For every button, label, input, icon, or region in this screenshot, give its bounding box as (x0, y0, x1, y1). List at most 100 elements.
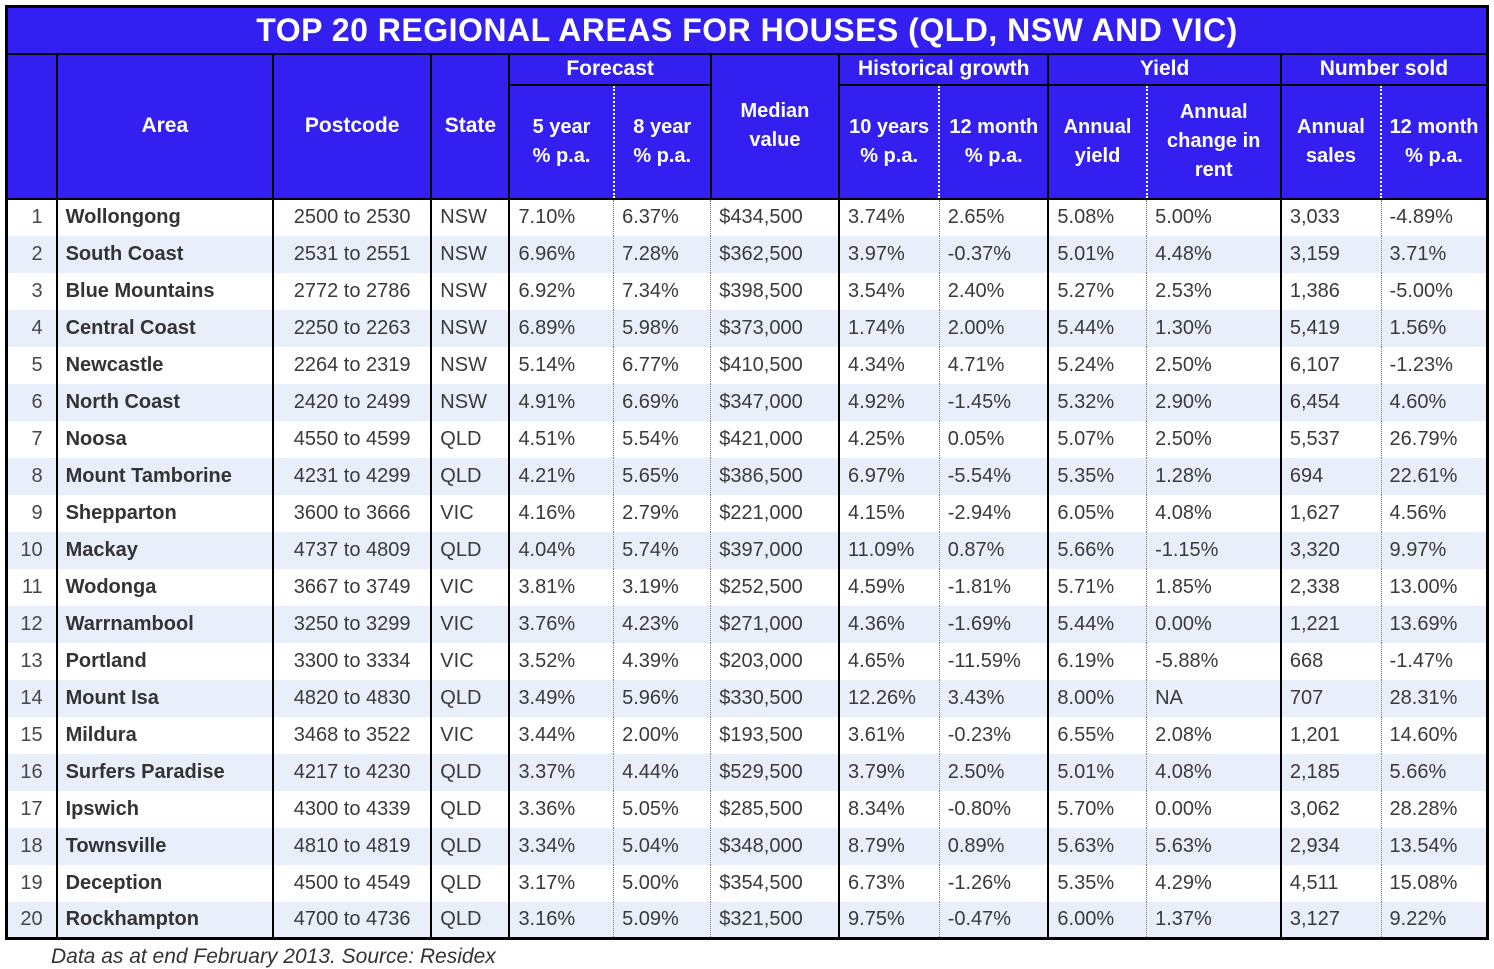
cell-rent: -5.88% (1146, 642, 1281, 680)
cell-yield: 6.00% (1047, 901, 1147, 939)
cell-f8: 4.23% (613, 605, 711, 643)
cell-area: Ipswich (55, 790, 273, 828)
cell-rank: 14 (20, 686, 43, 709)
footnote: Data as at end February 2013. Source: Re… (51, 945, 496, 968)
table-row: 9 Shepparton 3600 to 3666 VIC 4.16% 2.79% $221… (6, 494, 1488, 532)
cell-f8: 7.28% (613, 235, 711, 273)
cell-state: NSW (430, 309, 510, 347)
cell-rank: 19 (20, 871, 43, 894)
cell-rank: 5 (31, 353, 43, 376)
cell-f5: 3.34% (508, 827, 614, 865)
cell-sales: 3,320 (1279, 531, 1382, 569)
cell-f8: 6.69% (613, 383, 711, 421)
cell-n12: 28.28% (1380, 790, 1488, 828)
group-header-historical-growth: Historical growth (838, 53, 1049, 86)
cell-yield: 6.55% (1047, 716, 1147, 754)
cell-h12: 3.43% (938, 679, 1049, 717)
cell-f8: 2.00% (613, 716, 711, 754)
cell-sales: 1,627 (1279, 494, 1382, 532)
cell-h12: 0.89% (938, 827, 1049, 865)
cell-f5: 4.04% (508, 531, 614, 569)
cell-sales: 6,454 (1279, 383, 1382, 421)
cell-f8: 5.74% (613, 531, 711, 569)
cell-rank: 13 (20, 649, 43, 672)
cell-rent: 2.50% (1146, 346, 1281, 384)
cell-h10: 4.65% (838, 642, 940, 680)
cell-f8: 6.77% (613, 346, 711, 384)
cell-h10: 4.34% (838, 346, 940, 384)
column-header-annual-yield: Annual yield (1047, 84, 1147, 199)
cell-median: $529,500 (710, 753, 840, 791)
cell-sales: 3,159 (1279, 235, 1382, 273)
cell-h12: -1.81% (938, 568, 1049, 606)
cell-postcode: 4217 to 4230 (271, 753, 432, 791)
cell-median: $252,500 (710, 568, 840, 606)
cell-f5: 3.81% (508, 568, 614, 606)
column-header-median-value: Median value (709, 53, 840, 199)
cell-yield: 5.01% (1047, 753, 1147, 791)
cell-yield: 5.24% (1047, 346, 1147, 384)
cell-rank: 9 (31, 501, 43, 524)
cell-f5: 7.10% (508, 198, 614, 236)
cell-state: QLD (430, 790, 510, 828)
cell-median: $421,000 (710, 420, 840, 458)
cell-h12: 2.50% (938, 753, 1049, 791)
cell-h10: 1.74% (838, 309, 940, 347)
cell-state: QLD (430, 679, 510, 717)
cell-f5: 6.89% (508, 309, 614, 347)
cell-sales: 3,127 (1279, 901, 1382, 939)
cell-yield: 5.08% (1047, 198, 1147, 236)
cell-yield: 5.07% (1047, 420, 1147, 458)
cell-h10: 8.34% (838, 790, 940, 828)
cell-postcode: 3250 to 3299 (271, 605, 432, 643)
table-row: 10 Mackay 4737 to 4809 QLD 4.04% 5.74% $397,00… (6, 531, 1488, 569)
cell-f5: 3.76% (508, 605, 614, 643)
cell-state: VIC (430, 494, 510, 532)
cell-median: $354,500 (710, 864, 840, 902)
cell-median: $321,500 (710, 901, 840, 939)
cell-yield: 5.01% (1047, 235, 1147, 273)
cell-rank: 10 (20, 538, 43, 561)
table-row: 5 Newcastle 2264 to 2319 NSW 5.14% 6.77% $410,… (6, 346, 1488, 384)
cell-sales: 1,386 (1279, 272, 1382, 310)
cell-n12: 13.54% (1380, 827, 1488, 865)
cell-postcode: 3300 to 3334 (271, 642, 432, 680)
cell-n12: 4.60% (1380, 383, 1488, 421)
cell-yield: 5.70% (1047, 790, 1147, 828)
cell-rent: -1.15% (1146, 531, 1281, 569)
cell-f5: 4.21% (508, 457, 614, 495)
cell-n12: 9.22% (1380, 901, 1488, 939)
cell-f8: 5.54% (613, 420, 711, 458)
cell-n12: 1.56% (1380, 309, 1488, 347)
cell-f8: 4.39% (613, 642, 711, 680)
cell-yield: 6.05% (1047, 494, 1147, 532)
table-row: 1 Wollongong 2500 to 2530 NSW 7.10% 6.37% $434… (6, 198, 1488, 236)
cell-sales: 2,185 (1279, 753, 1382, 791)
cell-area: Newcastle (55, 346, 273, 384)
cell-postcode: 3667 to 3749 (271, 568, 432, 606)
cell-sales: 3,062 (1279, 790, 1382, 828)
cell-sales: 5,537 (1279, 420, 1382, 458)
cell-rent: 5.63% (1146, 827, 1281, 865)
cell-f8: 6.37% (613, 198, 711, 236)
cell-yield: 5.27% (1047, 272, 1147, 310)
cell-area: Mildura (55, 716, 273, 754)
cell-median: $221,000 (710, 494, 840, 532)
cell-rent: 5.00% (1146, 198, 1281, 236)
cell-h10: 3.74% (838, 198, 940, 236)
cell-area: Wodonga (55, 568, 273, 606)
cell-rank: 3 (31, 279, 43, 302)
cell-f8: 5.96% (613, 679, 711, 717)
cell-area: Wollongong (55, 198, 273, 236)
cell-h12: 0.05% (938, 420, 1049, 458)
cell-state: QLD (430, 864, 510, 902)
cell-area: North Coast (55, 383, 273, 421)
cell-f5: 3.49% (508, 679, 614, 717)
title-row: TOP 20 REGIONAL AREAS FOR HOUSES (QLD, N… (6, 6, 1488, 55)
cell-median: $203,000 (710, 642, 840, 680)
cell-h12: -1.69% (938, 605, 1049, 643)
cell-f8: 5.65% (613, 457, 711, 495)
cell-rent: 1.37% (1146, 901, 1281, 939)
cell-n12: 14.60% (1380, 716, 1488, 754)
cell-rank: 1 (31, 206, 43, 228)
